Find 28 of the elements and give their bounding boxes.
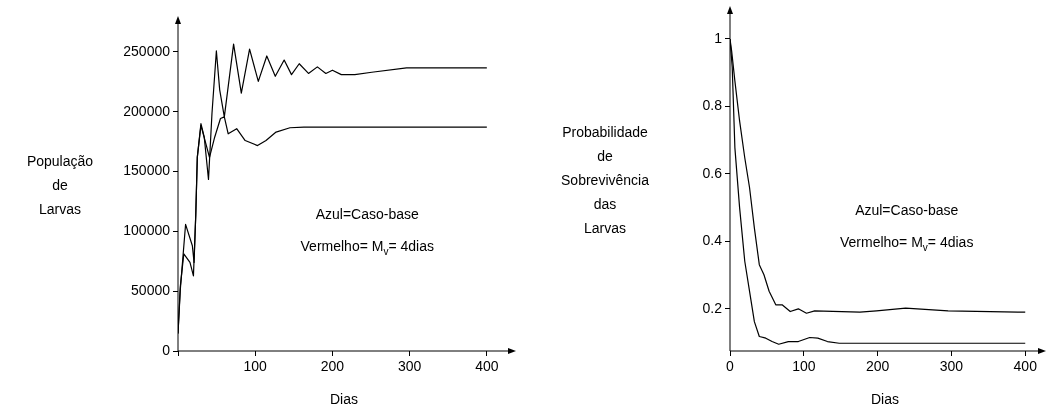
annotation: Vermelho= M$_{v}$= 4dias [300,238,434,258]
x-tick-label: 400 [1013,358,1038,375]
y-tick-label: 0.2 [702,299,723,316]
x-tick-label: 0 [726,358,735,375]
y-tick-label: 150000 [123,162,171,179]
y-tick-label: 50000 [131,282,171,299]
x-tick-label: 300 [397,358,422,375]
y-tick-label: 100000 [123,222,171,239]
x-tick-label: 300 [939,358,964,375]
y-tick-label: 1 [714,29,723,46]
x-tick-label: 200 [865,358,890,375]
y-tick-label: 0 [162,341,171,358]
annotation: Vermelho= M$_{v}$= 4dias [839,233,974,253]
x-tick-label: 100 [243,358,268,375]
annotation: Azul=Caso-base [315,206,419,223]
y-tick-label: 250000 [123,42,171,59]
y-axis-title: Probabilidade de Sobrevivência das Larvas [561,124,650,237]
y-tick-label: 200000 [123,102,171,119]
x-tick-label: 200 [320,358,345,375]
x-axis-title: Dias [329,390,359,407]
y-axis-title: População de Larvas [26,153,94,218]
y-tick-label: 0.4 [702,232,723,249]
y-tick-label: 0.8 [702,97,723,114]
x-axis-title: Dias [870,390,900,407]
x-tick-label: 400 [475,358,499,375]
x-tick-label: 100 [792,358,816,375]
annotation: Azul=Caso-base [855,201,959,218]
y-tick-label: 0.6 [702,164,723,181]
